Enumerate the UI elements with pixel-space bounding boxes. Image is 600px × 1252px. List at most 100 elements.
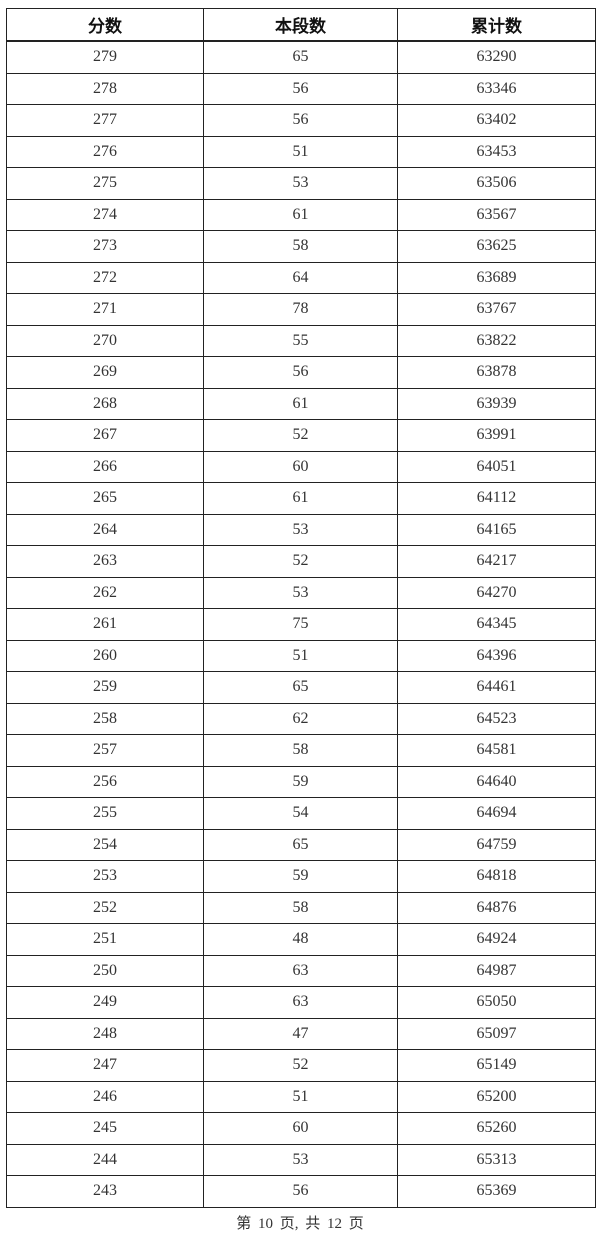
cumulative-count-cell: 64759 — [397, 828, 596, 861]
table-row: 243 56 65369 — [6, 1175, 596, 1208]
score-cell: 255 — [6, 797, 204, 830]
cumulative-count-cell: 65200 — [397, 1080, 596, 1113]
segment-count-cell: 75 — [203, 608, 398, 641]
cumulative-count-cell: 63991 — [397, 419, 596, 452]
score-cell: 267 — [6, 419, 204, 452]
segment-count-cell: 52 — [203, 419, 398, 452]
score-cell: 265 — [6, 482, 204, 515]
cumulative-count-cell: 63689 — [397, 261, 596, 294]
segment-count-cell: 61 — [203, 387, 398, 420]
cumulative-count-cell: 63402 — [397, 104, 596, 137]
score-cell: 271 — [6, 293, 204, 326]
score-cell: 259 — [6, 671, 204, 704]
segment-count-cell: 58 — [203, 734, 398, 767]
table-row: 253 59 64818 — [6, 860, 596, 893]
table-row: 267 52 63991 — [6, 419, 596, 452]
cumulative-count-cell: 65369 — [397, 1175, 596, 1208]
segment-count-cell: 62 — [203, 702, 398, 735]
cumulative-count-cell: 63767 — [397, 293, 596, 326]
cumulative-count-cell: 64924 — [397, 923, 596, 956]
cumulative-count-cell: 63506 — [397, 167, 596, 200]
segment-count-cell: 56 — [203, 72, 398, 105]
table-row: 265 61 64112 — [6, 482, 596, 515]
cumulative-count-cell: 63822 — [397, 324, 596, 357]
score-cell: 266 — [6, 450, 204, 483]
cumulative-count-cell: 63453 — [397, 135, 596, 168]
table-row: 250 63 64987 — [6, 954, 596, 987]
cumulative-count-cell: 63878 — [397, 356, 596, 389]
score-cell: 243 — [6, 1175, 204, 1208]
segment-count-cell: 53 — [203, 576, 398, 609]
cumulative-count-cell: 64345 — [397, 608, 596, 641]
score-cell: 252 — [6, 891, 204, 924]
score-cell: 245 — [6, 1112, 204, 1145]
table-row: 254 65 64759 — [6, 828, 596, 861]
score-distribution-table: 分数 本段数 累计数 279 65 63290 278 56 63346 277 56 6340… — [6, 8, 596, 1208]
segment-count-cell: 59 — [203, 765, 398, 798]
cumulative-count-cell: 64396 — [397, 639, 596, 672]
header-score: 分数 — [6, 8, 204, 42]
cumulative-count-cell: 65313 — [397, 1143, 596, 1176]
segment-count-cell: 56 — [203, 356, 398, 389]
segment-count-cell: 60 — [203, 1112, 398, 1145]
table-row: 274 61 63567 — [6, 198, 596, 231]
table-row: 259 65 64461 — [6, 671, 596, 704]
cumulative-count-cell: 64581 — [397, 734, 596, 767]
segment-count-cell: 58 — [203, 891, 398, 924]
cumulative-count-cell: 64112 — [397, 482, 596, 515]
table-row: 264 53 64165 — [6, 513, 596, 546]
cumulative-count-cell: 65260 — [397, 1112, 596, 1145]
table-row: 275 53 63506 — [6, 167, 596, 200]
cumulative-count-cell: 64051 — [397, 450, 596, 483]
cumulative-count-cell: 65149 — [397, 1049, 596, 1082]
table-row: 247 52 65149 — [6, 1049, 596, 1082]
segment-count-cell: 51 — [203, 639, 398, 672]
table-row: 276 51 63453 — [6, 135, 596, 168]
score-cell: 244 — [6, 1143, 204, 1176]
score-cell: 261 — [6, 608, 204, 641]
table-row: 268 61 63939 — [6, 387, 596, 420]
segment-count-cell: 59 — [203, 860, 398, 893]
score-cell: 256 — [6, 765, 204, 798]
segment-count-cell: 58 — [203, 230, 398, 263]
cumulative-count-cell: 64640 — [397, 765, 596, 798]
table-row: 258 62 64523 — [6, 702, 596, 735]
segment-count-cell: 53 — [203, 167, 398, 200]
table-row: 269 56 63878 — [6, 356, 596, 389]
table-row: 246 51 65200 — [6, 1080, 596, 1113]
table-row: 244 53 65313 — [6, 1143, 596, 1176]
segment-count-cell: 48 — [203, 923, 398, 956]
score-cell: 250 — [6, 954, 204, 987]
score-cell: 279 — [6, 40, 204, 74]
segment-count-cell: 51 — [203, 135, 398, 168]
segment-count-cell: 61 — [203, 482, 398, 515]
segment-count-cell: 63 — [203, 954, 398, 987]
segment-count-cell: 61 — [203, 198, 398, 231]
cumulative-count-cell: 64818 — [397, 860, 596, 893]
cumulative-count-cell: 64461 — [397, 671, 596, 704]
segment-count-cell: 56 — [203, 104, 398, 137]
cumulative-count-cell: 64523 — [397, 702, 596, 735]
score-cell: 263 — [6, 545, 204, 578]
cumulative-count-cell: 63290 — [397, 40, 596, 74]
table-row: 249 63 65050 — [6, 986, 596, 1019]
table-row: 255 54 64694 — [6, 797, 596, 830]
score-cell: 273 — [6, 230, 204, 263]
score-cell: 251 — [6, 923, 204, 956]
score-cell: 249 — [6, 986, 204, 1019]
header-cumulative-count: 累计数 — [397, 8, 596, 42]
table-row: 251 48 64924 — [6, 923, 596, 956]
cumulative-count-cell: 64165 — [397, 513, 596, 546]
segment-count-cell: 64 — [203, 261, 398, 294]
cumulative-count-cell: 65097 — [397, 1017, 596, 1050]
segment-count-cell: 53 — [203, 513, 398, 546]
table-row: 245 60 65260 — [6, 1112, 596, 1145]
score-cell: 272 — [6, 261, 204, 294]
table-row: 261 75 64345 — [6, 608, 596, 641]
segment-count-cell: 60 — [203, 450, 398, 483]
score-cell: 270 — [6, 324, 204, 357]
segment-count-cell: 52 — [203, 1049, 398, 1082]
table-row: 256 59 64640 — [6, 765, 596, 798]
table-row: 263 52 64217 — [6, 545, 596, 578]
score-cell: 248 — [6, 1017, 204, 1050]
